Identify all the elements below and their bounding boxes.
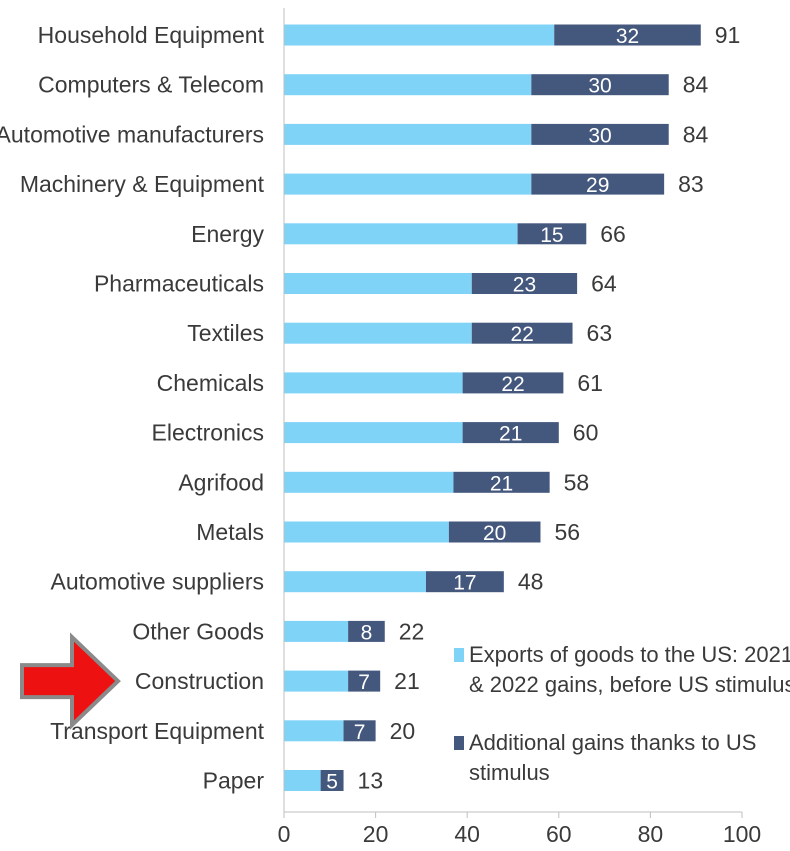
bar-segment-before-stimulus	[284, 173, 532, 195]
total-value-label: 60	[573, 420, 599, 446]
bar-segment-stimulus	[531, 173, 665, 195]
stimulus-value-label: 5	[326, 771, 338, 794]
category-label: Electronics	[152, 420, 264, 446]
bar-segment-before-stimulus	[284, 620, 349, 642]
total-value-label: 20	[390, 718, 416, 744]
bar-segment-stimulus	[462, 372, 564, 394]
total-value-label: 84	[683, 121, 709, 147]
bar-segment-before-stimulus	[284, 273, 472, 294]
x-tick-label: 20	[363, 821, 389, 847]
bar-segment-before-stimulus	[284, 223, 518, 245]
total-value-label: 84	[683, 72, 709, 98]
category-label: Chemicals	[157, 370, 264, 396]
legend-entry-stimulus-text: Additional gains thanks to US	[469, 730, 756, 755]
arrow-annotation-icon	[20, 632, 121, 730]
bar-segment-stimulus	[348, 620, 385, 642]
total-value-label: 58	[564, 469, 590, 495]
stimulus-value-label: 17	[453, 572, 476, 595]
bar-segment-before-stimulus	[284, 372, 463, 394]
bar-segment-before-stimulus	[284, 24, 555, 46]
stimulus-value-label: 7	[354, 721, 366, 744]
x-tick-label: 40	[454, 821, 480, 847]
stimulus-value-label: 29	[586, 174, 609, 197]
bar-segment-stimulus	[471, 322, 573, 344]
total-value-label: 13	[358, 768, 384, 794]
bar-segment-before-stimulus	[284, 521, 449, 543]
stimulus-value-label: 32	[616, 25, 639, 48]
category-label: Energy	[191, 221, 264, 247]
category-label: Textiles	[187, 320, 264, 346]
category-label: Automotive suppliers	[51, 569, 265, 595]
legend-entry-before-stimulus-swatch	[454, 648, 464, 662]
total-value-label: 21	[394, 668, 420, 694]
total-value-label: 22	[399, 618, 425, 644]
total-value-label: 61	[577, 370, 603, 396]
stimulus-value-label: 30	[588, 75, 611, 98]
category-label: Metals	[196, 519, 264, 545]
category-label: Automotive manufacturers	[0, 121, 264, 147]
bar-segment-before-stimulus	[284, 770, 321, 791]
category-label: Transport Equipment	[50, 718, 265, 744]
bar-segment-before-stimulus	[284, 74, 532, 96]
bar-segment-before-stimulus	[284, 422, 463, 444]
category-label: Paper	[203, 768, 265, 794]
stimulus-value-label: 22	[501, 373, 524, 396]
bar-segment-stimulus	[471, 273, 578, 294]
bar-segment-stimulus	[453, 471, 550, 493]
stimulus-value-label: 21	[499, 423, 522, 446]
category-label: Machinery & Equipment	[20, 171, 265, 197]
legend-entry-stimulus-swatch	[454, 736, 464, 750]
stimulus-value-label: 7	[358, 671, 370, 694]
bar-segment-before-stimulus	[284, 123, 532, 145]
bar-segment-before-stimulus	[284, 322, 472, 344]
total-value-label: 56	[554, 519, 580, 545]
x-axis: 0 20 40 60 80 100	[278, 8, 761, 847]
x-tick-label: 100	[723, 821, 761, 847]
stimulus-value-label: 21	[490, 472, 513, 495]
stimulus-value-label: 8	[361, 621, 373, 644]
bar-segment-stimulus	[320, 770, 344, 791]
x-tick-label: 80	[638, 821, 664, 847]
stimulus-value-label: 15	[540, 224, 563, 247]
bar-segment-stimulus	[425, 571, 504, 593]
legend-entry-before-stimulus-text: Exports of goods to the US: 2021	[469, 642, 790, 667]
bar-segment-stimulus	[343, 720, 376, 742]
total-value-label: 48	[518, 569, 544, 595]
total-value-label: 83	[678, 171, 704, 197]
bar-segment-stimulus	[531, 74, 669, 96]
total-value-label: 66	[600, 221, 626, 247]
x-tick-label: 60	[546, 821, 572, 847]
total-value-label: 91	[715, 22, 741, 48]
bar-segment-before-stimulus	[284, 720, 344, 742]
stimulus-value-label: 30	[588, 124, 611, 147]
stimulus-value-label: 20	[483, 522, 506, 545]
stimulus-value-label: 23	[513, 274, 536, 297]
bar-segment-stimulus	[517, 223, 587, 245]
legend-entry-stimulus-text: stimulus	[469, 760, 550, 785]
category-label: Agrifood	[178, 469, 264, 495]
category-label: Other Goods	[132, 618, 264, 644]
total-value-label: 63	[587, 320, 613, 346]
category-label: Pharmaceuticals	[94, 271, 264, 297]
bar-segment-stimulus	[554, 24, 701, 46]
plot-area: Household Equipment 32 91 Computers & Telec…	[0, 22, 740, 794]
legend-entry-before-stimulus-text: & 2022 gains, before US stimulus	[469, 672, 790, 697]
stimulus-value-label: 22	[510, 323, 533, 346]
bar-segment-before-stimulus	[284, 670, 349, 692]
total-value-label: 64	[591, 271, 617, 297]
bar-segment-before-stimulus	[284, 471, 454, 493]
bar-segment-stimulus	[462, 422, 559, 444]
x-tick-label: 0	[278, 821, 291, 847]
category-label: Household Equipment	[38, 22, 265, 48]
bar-segment-before-stimulus	[284, 571, 426, 593]
category-label: Computers & Telecom	[38, 72, 264, 98]
legend: Exports of goods to the US: 2021 & 2022 g…	[454, 642, 790, 785]
annotation-layer	[20, 632, 121, 730]
bar-segment-stimulus	[531, 123, 669, 145]
bar-segment-stimulus	[448, 521, 541, 543]
category-label: Construction	[135, 668, 264, 694]
bar-segment-stimulus	[348, 670, 381, 692]
